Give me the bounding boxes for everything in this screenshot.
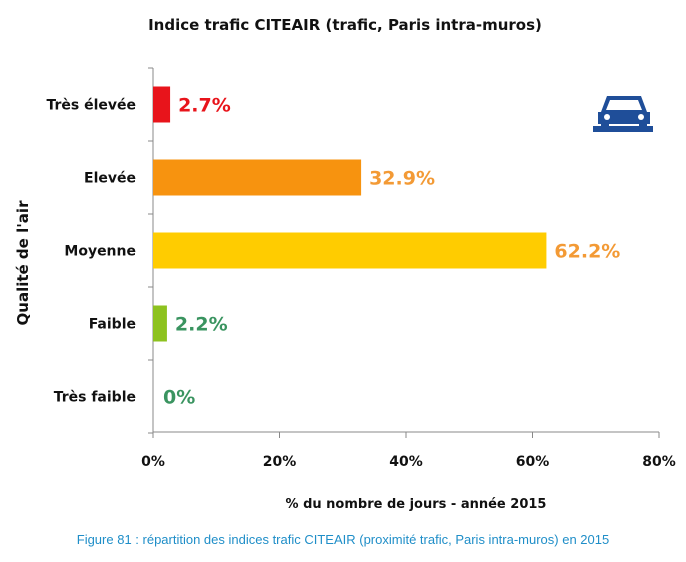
- bar: [153, 305, 167, 342]
- y-axis-title: Qualité de l'air: [14, 200, 32, 326]
- category-label: Très faible: [54, 390, 136, 406]
- data-label: 0%: [163, 387, 195, 409]
- category-label: Faible: [89, 317, 136, 333]
- bar: [153, 86, 171, 123]
- x-tick-label: 20%: [263, 454, 297, 470]
- figure-caption: Figure 81 : répartition des indices traf…: [76, 532, 610, 547]
- x-tick-label: 40%: [389, 454, 423, 470]
- x-tick-label: 60%: [516, 454, 550, 470]
- chart-title: Indice trafic CITEAIR (trafic, Paris int…: [148, 16, 542, 34]
- category-label: Elevée: [84, 171, 136, 187]
- bar: [153, 159, 362, 196]
- car-icon: [593, 96, 653, 132]
- x-axis-title: % du nombre de jours - année 2015: [286, 497, 547, 512]
- data-label: 62.2%: [554, 241, 620, 263]
- bar: [153, 232, 547, 269]
- category-label: Très élevée: [46, 98, 136, 114]
- data-label: 32.9%: [369, 168, 435, 190]
- x-tick-label: 80%: [642, 454, 676, 470]
- data-label: 2.2%: [175, 314, 228, 336]
- chart: Indice trafic CITEAIR (trafic, Paris int…: [14, 16, 676, 512]
- x-tick-label: 0%: [141, 454, 165, 470]
- data-label: 2.7%: [178, 95, 231, 117]
- category-label: Moyenne: [64, 244, 136, 260]
